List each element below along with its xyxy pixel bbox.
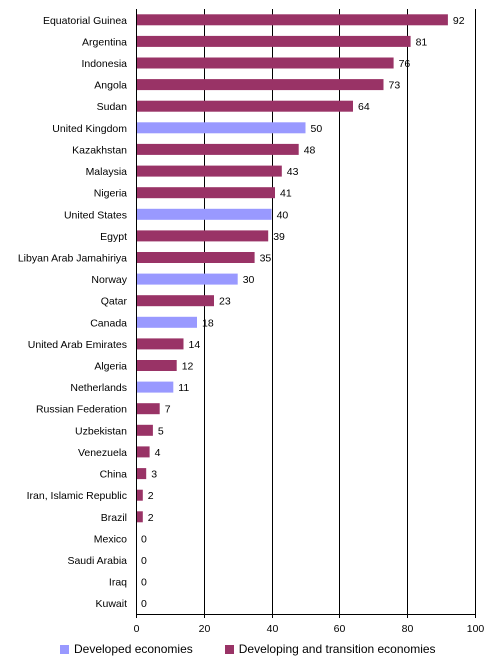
data-label: 2 [148, 512, 154, 524]
category-labels: Equatorial Guinea Argentina Indonesia Angol… [18, 15, 128, 610]
category-label: Russian Federation [36, 404, 127, 416]
data-label: 73 [389, 80, 401, 92]
data-label: 50 [311, 123, 323, 135]
x-tick-label: 20 [199, 623, 211, 635]
bar [136, 273, 238, 285]
data-label: 41 [280, 188, 292, 200]
category-label: Iraq [109, 577, 127, 589]
bars [136, 14, 448, 523]
legend-swatch-developed [60, 644, 69, 654]
data-label: 5 [158, 425, 164, 437]
data-label: 11 [178, 382, 189, 394]
legend: Developed economies Developing and trans… [60, 642, 436, 656]
bar [136, 57, 394, 69]
x-tick-label: 80 [402, 623, 414, 635]
data-label: 76 [399, 58, 411, 70]
data-label: 39 [273, 231, 285, 243]
data-label: 2 [148, 490, 154, 502]
bar [136, 79, 384, 91]
data-label: 3 [151, 469, 157, 481]
data-label: 35 [260, 253, 272, 265]
data-label: 0 [141, 577, 147, 589]
data-label: 43 [287, 166, 299, 178]
category-label: Kuwait [95, 598, 127, 610]
category-label: Canada [90, 317, 127, 329]
category-label: Argentina [82, 36, 127, 48]
bar [136, 511, 143, 523]
category-label: Angola [94, 80, 127, 92]
category-label: Saudi Arabia [67, 555, 127, 567]
data-label: 0 [141, 533, 147, 545]
bar [136, 187, 275, 199]
category-label: Nigeria [94, 188, 127, 200]
bar [136, 403, 160, 415]
category-label: Algeria [94, 361, 127, 373]
bar [136, 446, 150, 458]
bar [136, 295, 214, 307]
category-label: Malaysia [86, 166, 128, 178]
data-label: 48 [304, 144, 316, 156]
bar [136, 360, 177, 371]
bar [136, 143, 299, 155]
category-label: Venezuela [78, 447, 127, 459]
bar [136, 100, 353, 112]
bar [136, 165, 282, 177]
data-label: 18 [202, 317, 214, 329]
bar [136, 489, 143, 501]
category-label: United Arab Emirates [28, 339, 127, 351]
bar [136, 252, 255, 263]
category-label: Norway [91, 274, 127, 286]
category-label: Sudan [97, 101, 128, 113]
category-label: Kazakhstan [72, 144, 127, 156]
data-label: 0 [141, 555, 147, 567]
bar [136, 316, 197, 328]
legend-label-developed: Developed economies [74, 642, 193, 656]
bar [136, 468, 147, 480]
category-label: Mexico [94, 533, 127, 545]
category-label: Iran, Islamic Republic [27, 490, 127, 502]
data-label: 64 [358, 101, 370, 113]
data-label: 7 [165, 404, 171, 416]
category-label: Libyan Arab Jamahiriya [18, 253, 127, 265]
x-tick-label: 60 [334, 623, 346, 635]
category-label: Uzbekistan [75, 425, 127, 437]
category-label: Qatar [101, 296, 128, 308]
bar [136, 338, 184, 350]
category-label: Equatorial Guinea [43, 15, 127, 27]
data-label: 30 [243, 274, 255, 286]
x-tick-label: 40 [267, 623, 279, 635]
data-label: 92 [453, 15, 465, 27]
legend-label-developing: Developing and transition economies [238, 642, 436, 656]
bar [136, 14, 448, 26]
bar [136, 230, 269, 242]
legend-swatch-developing [224, 644, 234, 654]
data-label: 14 [189, 339, 201, 351]
legend-item-developed: Developed economies [60, 642, 193, 656]
category-label: Egypt [100, 231, 127, 243]
value-labels: 9281767364504843414039353023181412117543… [141, 15, 465, 610]
legend-item-developing: Developing and transition economies [224, 642, 436, 656]
category-label: Netherlands [70, 382, 127, 394]
x-tick-label: 100 [467, 623, 485, 635]
data-label: 40 [277, 209, 289, 221]
bar [136, 208, 272, 220]
category-label: United Kingdom [52, 123, 127, 135]
data-label: 4 [155, 447, 161, 459]
category-label: United States [64, 209, 127, 221]
data-label: 12 [182, 361, 194, 373]
bar [136, 35, 411, 47]
bar [136, 381, 174, 393]
data-label: 23 [219, 296, 231, 308]
bar [136, 122, 306, 134]
x-tick-label: 0 [134, 623, 140, 635]
category-label: Brazil [101, 512, 127, 524]
x-axis: 0 20 40 60 80 100 [134, 9, 485, 635]
bar [136, 424, 153, 436]
data-label: 81 [416, 36, 428, 48]
category-label: Indonesia [81, 58, 127, 70]
category-label: China [100, 469, 128, 481]
data-label: 0 [141, 598, 147, 610]
gridlines [204, 9, 476, 614]
